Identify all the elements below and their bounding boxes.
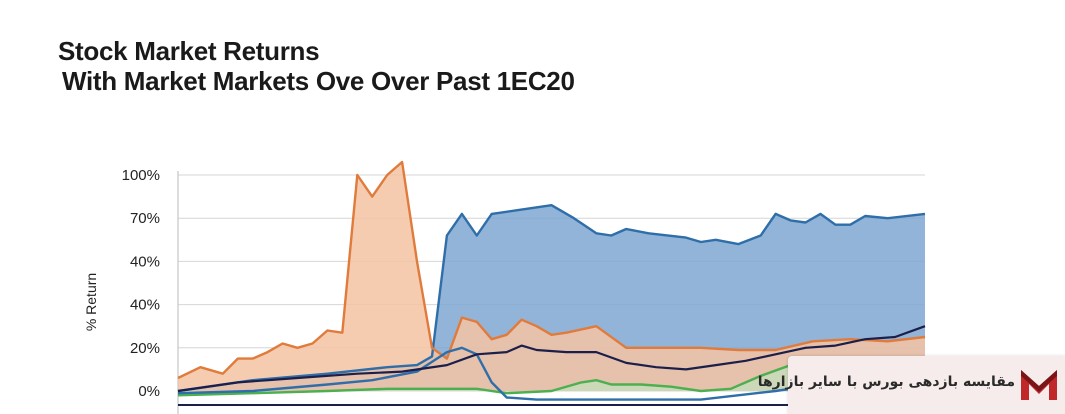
green-series-area [178,360,806,396]
maroon-m-logo-icon [1021,370,1057,400]
blue-series-area [178,205,925,391]
badge-text: مقایسه بازدهی بورس با سایر بازارها [757,374,1015,390]
y-tick-label: 20% [130,340,160,357]
blue-series-line [177,204,926,393]
y-axis-label: % Return [83,273,99,331]
navy-series-line [177,325,926,393]
chart-title-line-2: With Market Markets Ove Over Past 1EC20 [62,66,575,96]
chart-title: Stock Market Returns With Market Markets… [58,36,575,96]
orange-series-line [177,160,926,380]
orange-series-area [178,162,925,391]
chart-title-line-1: Stock Market Returns [58,36,320,66]
source-badge: مقایسه بازدهی بورس با سایر بازارها [758,356,1065,414]
y-tick-label: 40% [130,253,160,270]
light-blue-series-line [177,346,806,401]
y-tick-label: 0% [138,383,160,400]
green-series-line [177,359,806,397]
y-tick-label: 40% [130,297,160,314]
y-tick-label: 100% [122,167,160,184]
y-tick-label: 70% [130,210,160,227]
